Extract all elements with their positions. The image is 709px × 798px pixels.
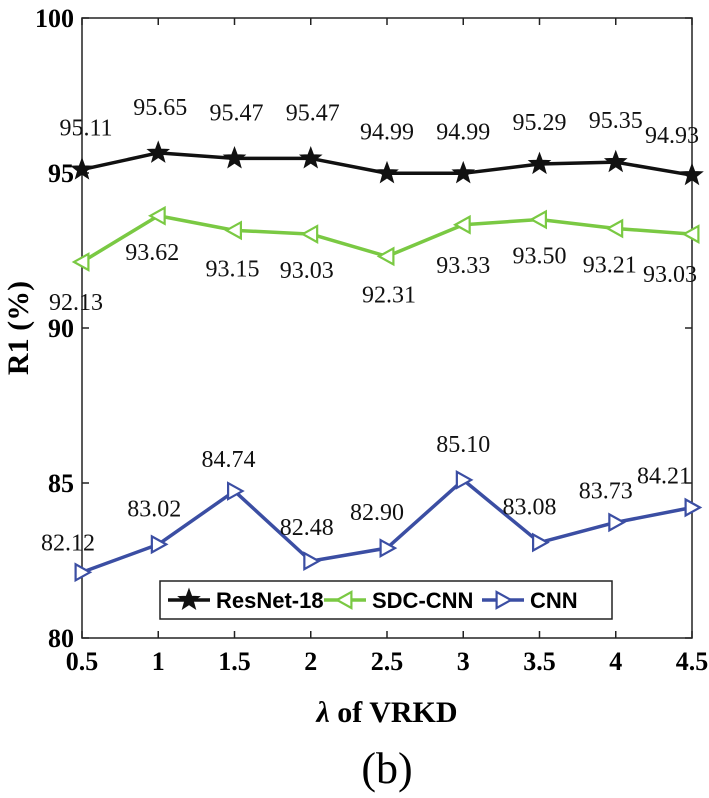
data-label-cnn: 82.48: [280, 515, 334, 541]
data-point-resnet-18: [70, 157, 94, 180]
x-tick-label: 1.5: [218, 647, 251, 676]
data-labels: 95.11 95.65 95.47 95.47 94.99 94.99 95.29 95.35…: [41, 95, 699, 556]
data-label-cnn: 83.73: [579, 478, 633, 504]
data-point-sdc-cnn: [300, 224, 319, 244]
data-label-resnet-18: 95.29: [513, 110, 567, 136]
legend: ResNet-18 SDC-CNN CNN: [159, 580, 613, 620]
data-point-sdc-cnn: [71, 252, 90, 272]
x-axis-title: λ of VRKD: [314, 696, 457, 729]
y-tick-label: 100: [35, 4, 74, 33]
data-point-sdc-cnn: [376, 246, 395, 267]
data-point-resnet-18: [451, 160, 476, 184]
x-tick-label: 3: [457, 647, 470, 676]
legend-label-cnn: CNN: [530, 588, 578, 613]
data-point-sdc-cnn: [147, 205, 166, 226]
data-point-cnn: [379, 538, 398, 558]
series-layer: [70, 140, 704, 583]
x-tick-label: 0.5: [66, 647, 99, 676]
data-label-resnet-18: 95.47: [210, 100, 264, 126]
data-label-resnet-18: 94.99: [436, 119, 490, 145]
data-label-sdc-cnn: 93.03: [643, 262, 697, 288]
x-tick-label: 3.5: [523, 647, 556, 676]
y-tick-label: 95: [48, 159, 74, 188]
y-tick-label: 85: [48, 469, 74, 498]
x-tick-label: 4: [609, 647, 622, 676]
legend-box: [159, 580, 613, 620]
x-tick-label: 1: [152, 647, 165, 676]
data-point-cnn: [150, 534, 169, 555]
data-label-sdc-cnn: 93.33: [436, 253, 490, 279]
data-point-resnet-18: [603, 149, 628, 173]
data-point-resnet-18: [146, 140, 171, 163]
x-axis-title-text: of VRKD: [330, 696, 458, 729]
y-axis-title: R1 (%): [2, 281, 35, 375]
data-label-cnn: 84.74: [202, 447, 256, 473]
data-label-sdc-cnn: 93.62: [125, 240, 179, 266]
data-label-resnet-18: 94.99: [360, 119, 414, 145]
legend-label-resnet-18: ResNet-18: [216, 588, 324, 613]
data-point-cnn: [684, 497, 703, 518]
data-label-cnn: 82.90: [350, 500, 404, 526]
data-point-sdc-cnn: [605, 218, 624, 239]
legend-marker-sdc-cnn: [334, 590, 353, 610]
x-tick-label: 2.5: [371, 647, 404, 676]
legend-marker-resnet-18: [177, 587, 201, 611]
data-label-sdc-cnn: 93.21: [583, 252, 637, 278]
data-point-sdc-cnn: [681, 224, 700, 244]
data-label-resnet-18: 95.65: [133, 95, 187, 121]
data-label-resnet-18: 95.35: [589, 108, 643, 134]
x-axis-title-symbol: λ: [314, 696, 329, 729]
data-point-cnn: [74, 562, 93, 583]
data-label-cnn: 84.21: [637, 463, 691, 489]
data-point-resnet-18: [298, 145, 323, 169]
legend-marker-cnn: [495, 590, 514, 610]
data-point-sdc-cnn: [452, 214, 471, 235]
data-point-cnn: [531, 532, 550, 553]
data-label-sdc-cnn: 92.13: [49, 290, 103, 316]
data-label-sdc-cnn: 93.03: [280, 258, 334, 284]
x-tick-label: 2: [304, 647, 317, 676]
panel-label: (b): [361, 744, 412, 793]
legend-label-sdc-cnn: SDC-CNN: [372, 588, 473, 613]
data-point-cnn: [227, 481, 245, 501]
data-point-resnet-18: [527, 151, 552, 175]
data-label-sdc-cnn: 93.50: [513, 244, 567, 270]
y-tick-label: 90: [48, 314, 74, 343]
x-tick-label: 4.5: [676, 647, 709, 676]
data-point-sdc-cnn: [224, 220, 242, 241]
data-point-cnn: [608, 512, 627, 533]
data-point-cnn: [303, 551, 322, 571]
data-label-resnet-18: 95.47: [286, 100, 340, 126]
data-point-resnet-18: [222, 145, 247, 169]
data-point-resnet-18: [375, 160, 399, 184]
data-label-sdc-cnn: 93.15: [206, 256, 260, 282]
data-point-cnn: [455, 470, 474, 490]
data-point-resnet-18: [680, 162, 704, 186]
data-label-cnn: 85.10: [436, 432, 490, 458]
data-label-sdc-cnn: 92.31: [362, 282, 416, 308]
axes: 0.5 1 1.5 2 2.5 3 3.5 4 4.5 80 85 90 95 100: [35, 4, 708, 676]
data-label-resnet-18: 94.93: [645, 123, 699, 149]
data-label-cnn: 82.12: [41, 530, 95, 556]
data-label-cnn: 83.08: [503, 495, 557, 521]
data-point-sdc-cnn: [529, 209, 548, 230]
y-tick-label: 80: [48, 624, 74, 653]
data-label-resnet-18: 95.11: [59, 116, 112, 142]
data-label-cnn: 83.02: [127, 496, 181, 522]
